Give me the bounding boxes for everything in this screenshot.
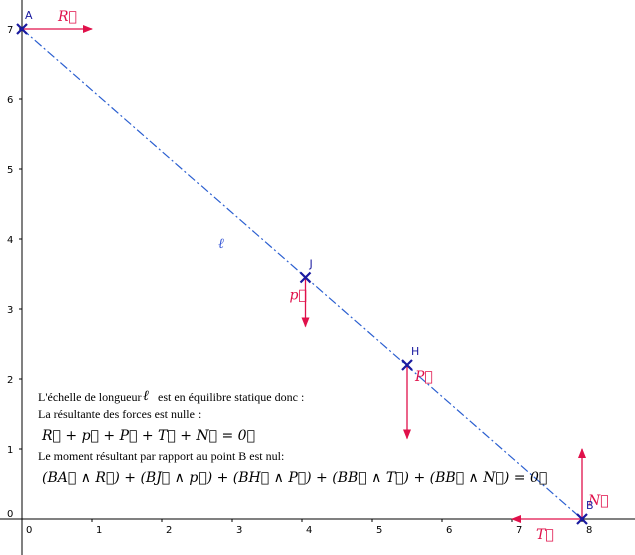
point-marker-stroke: [299, 271, 312, 284]
point-marker-stroke: [401, 359, 413, 371]
y-tick-label: 6: [7, 95, 13, 106]
y-tick-label: 2: [7, 375, 13, 386]
y-tick-label: 7: [7, 25, 13, 36]
force-vectors: R⃗ p⃗ P⃗ T⃗ N⃗: [22, 9, 609, 543]
force-N-label: N⃗: [587, 493, 609, 509]
point-B: B: [576, 499, 594, 525]
point-H: H: [401, 345, 419, 371]
point-marker-stroke: [16, 23, 28, 35]
x-tick-label: 7: [516, 525, 522, 536]
point-A: A: [16, 9, 33, 35]
x-tick-label: 3: [236, 525, 242, 536]
y-tick-label: 5: [7, 165, 13, 176]
point-A-label: A: [25, 9, 33, 22]
moment-equation: (BA⃗ ∧ R⃗) + (BJ⃗ ∧ p⃗) + (BH⃗ ∧ P⃗) + (…: [42, 470, 547, 486]
x-tick-label: 1: [96, 525, 102, 536]
point-H-label: H: [411, 345, 419, 358]
text-line-1-ell: ℓ: [143, 388, 149, 404]
x-tick-label: 0: [26, 525, 32, 536]
x-axis-ticks: 0 1 2 3 4 5 6 7 8: [21, 519, 592, 536]
force-T-label: T⃗: [536, 527, 554, 543]
explanation-text: L'échelle de longueur ℓ est en équilibre…: [38, 388, 547, 486]
text-line-4: Le moment résultant par rapport au point…: [38, 449, 284, 463]
text-line-2: La résultante des forces est nulle :: [38, 407, 201, 421]
point-marker-stroke: [576, 513, 588, 525]
ladder-segment: [21, 28, 583, 520]
segment-label: ℓ: [218, 236, 224, 252]
x-tick-label: 2: [166, 525, 172, 536]
x-tick-label: 4: [306, 525, 312, 536]
point-J: J: [299, 258, 313, 284]
text-line-1b: est en équilibre statique donc :: [158, 390, 304, 404]
force-R-label: R⃗: [57, 9, 77, 25]
x-tick-label: 6: [446, 525, 452, 536]
y-axis-ticks: 0 1 2 3 4 5 6 7: [7, 25, 22, 520]
x-tick-label: 5: [376, 525, 382, 536]
y-tick-label: 1: [7, 445, 13, 456]
point-B-label: B: [586, 499, 594, 512]
force-sum-equation: R⃗ + p⃗ + P⃗ + T⃗ + N⃗ = 0⃗: [41, 428, 255, 444]
points: A J H B: [16, 9, 594, 525]
x-tick-label: 8: [586, 525, 592, 536]
y-tick-label: 4: [7, 235, 13, 246]
force-P-label: P⃗: [414, 369, 433, 385]
text-line-1a: L'échelle de longueur: [38, 390, 141, 404]
point-J-label: J: [309, 258, 313, 271]
y-tick-label: 3: [7, 305, 13, 316]
force-p-label: p⃗: [290, 288, 307, 304]
y-tick-label: 0: [7, 509, 13, 520]
